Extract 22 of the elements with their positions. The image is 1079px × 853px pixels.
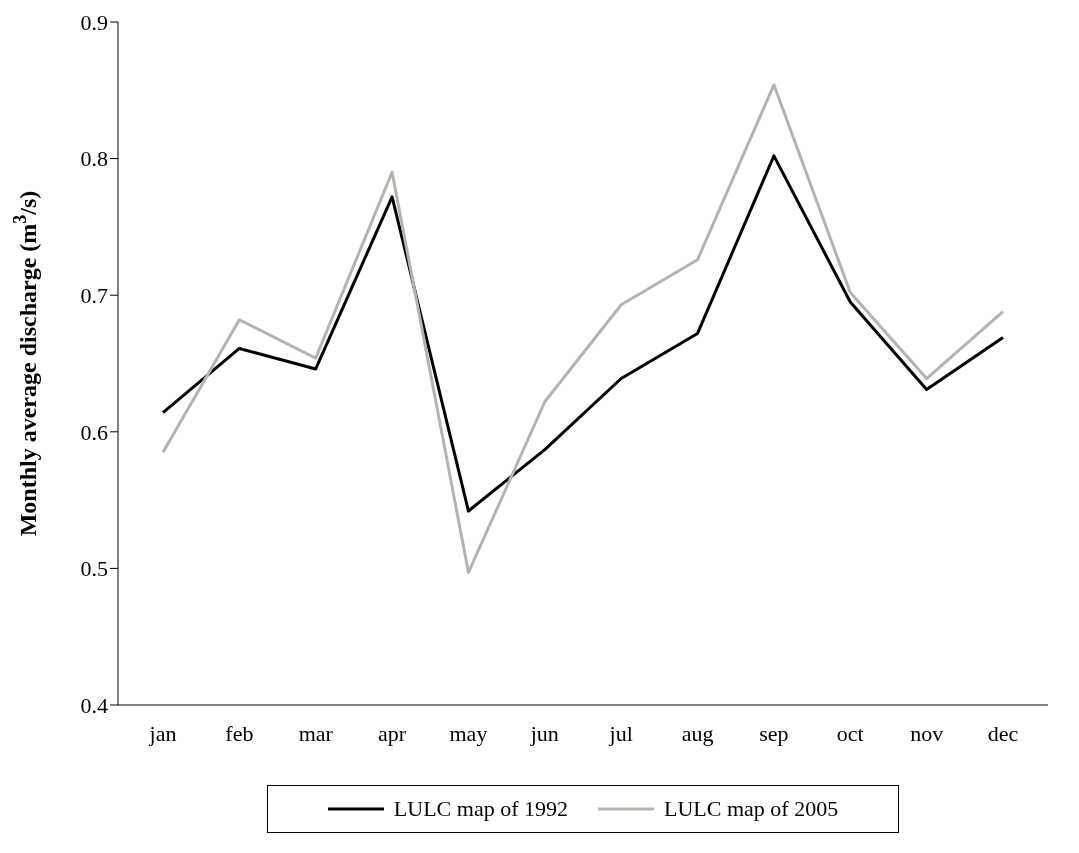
line-series: [161, 154, 1005, 513]
x-tick-label: feb: [225, 720, 254, 746]
y-tick-label: 0.4: [80, 692, 108, 718]
x-tick-label: jul: [608, 720, 633, 746]
legend-label: LULC map of 1992: [393, 796, 568, 822]
legend-label: LULC map of 2005: [664, 796, 839, 822]
y-tick-label: 0.8: [80, 146, 108, 172]
y-tick-label: 0.5: [80, 556, 108, 582]
y-tick-label: 0.7: [80, 283, 108, 309]
x-tick-label: jun: [529, 720, 559, 746]
x-tick-label: jan: [148, 720, 177, 746]
x-tick-label: oct: [836, 720, 864, 746]
x-tick-label: nov: [910, 720, 944, 746]
x-tick-label: may: [449, 720, 488, 746]
x-tick-label: apr: [378, 720, 407, 746]
x-tick-label: sep: [759, 720, 789, 746]
x-tick-label: mar: [298, 720, 334, 746]
line-series: [161, 83, 1005, 574]
y-tick-label: 0.9: [80, 9, 108, 35]
x-tick-label: aug: [681, 720, 714, 746]
x-tick-label: dec: [987, 720, 1019, 746]
y-tick-label: 0.6: [80, 419, 108, 445]
